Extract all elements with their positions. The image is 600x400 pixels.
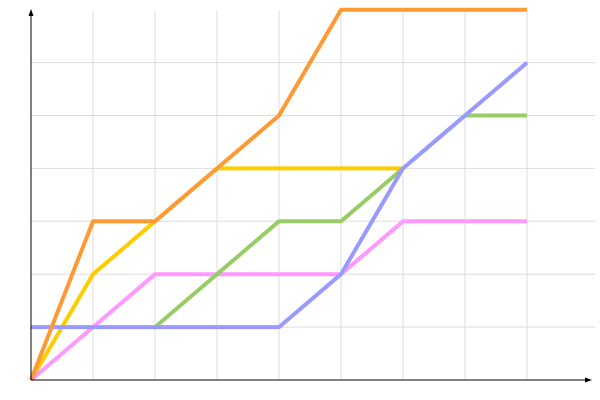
series-line-4 (31, 61, 529, 330)
grid (31, 9, 595, 380)
y-axis-arrow (28, 9, 34, 16)
series-line-5 (29, 7, 527, 381)
series-layer (29, 7, 529, 382)
x-axis-arrow (585, 377, 592, 383)
axes (28, 9, 592, 383)
series-line-2 (29, 219, 527, 382)
